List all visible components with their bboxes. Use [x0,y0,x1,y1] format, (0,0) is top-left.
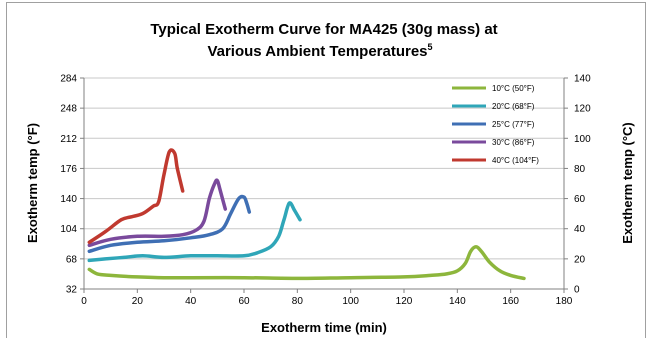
x-tick-label: 180 [556,296,573,307]
legend: 10°C (50°F) 20°C (68°F) 25°C (77°F) 30°C (8… [452,84,539,165]
y-axis-right-title: Exotherm temp (°C) [620,122,635,244]
y-left-tick-label: 284 [60,74,77,85]
y-right-tick-label: 20 [574,254,586,265]
x-tick-label: 100 [342,296,359,307]
series-line-4 [87,148,185,245]
chart-title-superscript: 5 [428,42,433,52]
y-left-tick-label: 248 [60,104,77,115]
legend-label-0: 10°C (50°F) [492,84,535,93]
x-tick-label: 80 [292,296,304,307]
chart-title-text: Various Ambient Temperatures [207,43,427,60]
chart-frame [6,2,646,338]
y-right-tick-label: 120 [574,104,591,115]
y-left-tick-label: 68 [66,254,78,265]
y-right-tick-label: 40 [574,224,586,235]
x-axis-title: Exotherm time (min) [261,320,387,335]
series-line-1 [87,201,302,263]
x-tick-label: 40 [185,296,197,307]
series-line-3 [87,178,228,248]
y-axis-left: 32 68 104 140 176 212 248 284 [60,74,85,296]
x-tick-label: 120 [396,296,413,307]
y-right-tick-label: 100 [574,134,591,145]
y-left-tick-label: 140 [60,194,77,205]
legend-label-1: 20°C (68°F) [492,102,535,111]
legend-label-2: 25°C (77°F) [492,120,535,129]
y-right-tick-label: 80 [574,164,586,175]
chart-title-line-1: Typical Exotherm Curve for MA425 (30g ma… [150,21,497,38]
x-tick-label: 20 [132,296,144,307]
y-right-tick-label: 0 [574,285,580,296]
chart-title-line-2: Various Ambient Temperatures5 [207,42,432,60]
y-right-tick-label: 140 [574,74,591,85]
series-lines [87,148,526,281]
series-line-0 [87,245,526,281]
x-tick-label: 160 [502,296,519,307]
series-line-2 [87,194,252,254]
x-axis: 0 20 40 60 80 100 120 140 160 180 [81,289,573,307]
y-right-tick-label: 60 [574,194,586,205]
y-left-tick-label: 176 [60,164,77,175]
y-axis-right: 0 20 40 60 80 100 120 140 [563,74,591,296]
x-tick-label: 60 [238,296,250,307]
x-tick-label: 0 [81,296,87,307]
x-tick-label: 140 [449,296,466,307]
y-left-tick-label: 212 [60,134,77,145]
y-left-tick-label: 104 [60,224,77,235]
y-left-tick-label: 32 [66,285,78,296]
legend-label-3: 30°C (86°F) [492,138,535,147]
legend-label-4: 40°C (104°F) [492,156,539,165]
y-axis-left-title: Exotherm temp (°F) [25,123,40,243]
